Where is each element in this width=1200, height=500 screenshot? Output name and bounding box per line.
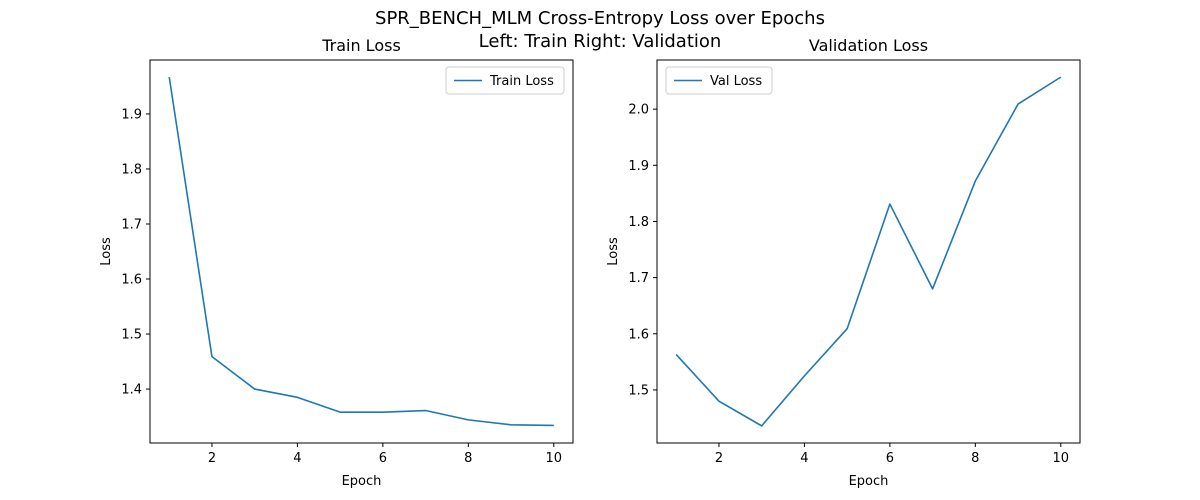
x-axis-label: Epoch xyxy=(342,474,382,489)
y-tick-label: 1.5 xyxy=(121,328,142,343)
legend-box xyxy=(665,66,773,95)
x-tick-label: 8 xyxy=(464,451,472,466)
chart-title: Validation Loss xyxy=(809,36,928,55)
chart-panel-2: Validation Loss 2 4 6 8 10 1.5 1.6 1.7 1.8 1.9 2.0 E… xyxy=(606,36,1081,489)
y-axis-label: Loss xyxy=(99,237,114,266)
legend-label: Train Loss xyxy=(489,74,554,89)
y-axis-label: Loss xyxy=(606,237,621,266)
series-line xyxy=(675,76,1062,427)
y-tick-label: 1.4 xyxy=(121,383,142,398)
x-tick-label: 4 xyxy=(293,451,301,466)
y-tick-label: 1.5 xyxy=(628,383,649,398)
y-tick-label: 1.9 xyxy=(628,159,649,174)
y-tick-label: 2.0 xyxy=(628,103,649,118)
x-tick-label: 6 xyxy=(379,451,387,466)
x-tick-label: 6 xyxy=(886,451,894,466)
y-tick-label: 1.7 xyxy=(628,271,649,286)
figure-title: SPR_BENCH_MLM Cross-Entropy Loss over Ep… xyxy=(375,8,825,29)
figure-subtitle: Left: Train Right: Validation xyxy=(478,31,722,52)
chart-title: Train Loss xyxy=(321,36,401,55)
x-tick-label: 8 xyxy=(971,451,979,466)
x-tick-label: 2 xyxy=(715,451,723,466)
x-axis-label: Epoch xyxy=(849,474,889,489)
y-tick-label: 1.9 xyxy=(121,107,142,122)
legend-box xyxy=(445,66,565,95)
y-tick-label: 1.6 xyxy=(628,327,649,342)
chart-panel-1: Train Loss 2 4 6 8 10 1.4 1.5 1.6 1.7 1.8 1.9 Epoch L… xyxy=(99,36,574,489)
plot-frame xyxy=(656,59,1081,444)
y-tick-label: 1.8 xyxy=(628,215,649,230)
plot-frame xyxy=(149,59,574,444)
y-tick-label: 1.8 xyxy=(121,162,142,177)
x-tick-label: 4 xyxy=(800,451,808,466)
legend-label: Val Loss xyxy=(710,74,762,89)
y-tick-label: 1.7 xyxy=(121,217,142,232)
y-tick-label: 1.6 xyxy=(121,273,142,288)
x-tick-label: 10 xyxy=(1052,451,1069,466)
x-tick-label: 10 xyxy=(545,451,562,466)
series-line xyxy=(168,76,554,427)
x-tick-label: 2 xyxy=(208,451,216,466)
